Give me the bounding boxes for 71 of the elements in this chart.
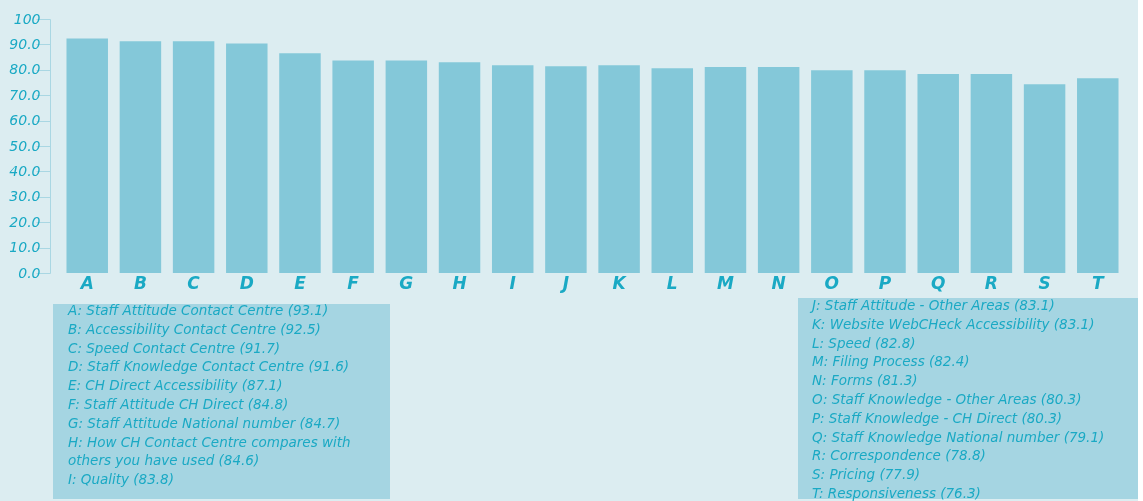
x-tick-label: D xyxy=(239,272,254,293)
x-tick-label: L xyxy=(666,272,678,293)
bar xyxy=(332,60,374,273)
text: Q: Staff Knowledge National number (79.1) xyxy=(812,428,1105,445)
text: P: Staff Knowledge - CH Direct (80.3) xyxy=(812,409,1063,426)
bar xyxy=(598,65,640,273)
x-tick-label: Q xyxy=(930,272,946,293)
x-tick-label: A xyxy=(78,272,94,293)
x-tick-label: K xyxy=(612,272,628,293)
text: F: Staff Attitude CH Direct (84.8) xyxy=(68,396,289,412)
x-tick-label: R xyxy=(984,272,998,293)
text: K: Website WebCHeck Accessibility (83.1) xyxy=(812,315,1095,332)
text: N: Forms (81.3) xyxy=(812,372,918,389)
bar xyxy=(491,65,534,273)
x-tick-label: H xyxy=(452,272,467,293)
bar xyxy=(704,67,747,273)
y-tick-label: 50.0 xyxy=(9,137,41,154)
text: S: Pricing (77.9) xyxy=(812,466,921,483)
x-tick-label: S xyxy=(1038,272,1051,293)
x-tick-label: O xyxy=(824,272,840,293)
bar xyxy=(970,74,1013,273)
y-tick-label: 30.0 xyxy=(9,188,41,205)
y-tick-label: 40.0 xyxy=(9,162,41,179)
y-tick-label: 20.0 xyxy=(9,213,41,230)
bar xyxy=(385,60,428,273)
x-tick-label: T xyxy=(1091,272,1105,293)
text: J: Staff Attitude - Other Areas (83.1) xyxy=(809,297,1055,313)
bar xyxy=(864,70,906,273)
text: O: Staff Knowledge - Other Areas (80.3) xyxy=(812,391,1082,407)
text: B: Accessibility Contact Centre (92.5) xyxy=(68,320,321,337)
x-tick-label: E xyxy=(294,272,307,293)
bar xyxy=(172,41,215,273)
x-tick-label: P xyxy=(878,272,892,293)
text: H: How CH Contact Centre compares with others you have used (84.6) xyxy=(68,433,351,469)
text: E: CH Direct Accessibility (87.1) xyxy=(68,377,283,394)
bar xyxy=(279,53,321,273)
text: R: Correspondence (78.8) xyxy=(812,447,986,464)
y-tick-label: 60.0 xyxy=(9,112,41,129)
x-tick-label: G xyxy=(399,272,414,293)
y-tick-label: 90.0 xyxy=(9,35,41,52)
text: T: Responsiveness (76.3) xyxy=(812,485,981,501)
bar xyxy=(1077,78,1119,273)
y-tick-label: 10.0 xyxy=(9,239,41,256)
x-tick-label: M xyxy=(717,272,734,293)
text: L: Speed (82.8) xyxy=(812,334,916,351)
bar xyxy=(438,62,481,273)
bar xyxy=(917,74,959,273)
text: I: Quality (83.8) xyxy=(68,471,174,488)
x-tick-label: I xyxy=(509,272,516,293)
y-tick-label: 80.0 xyxy=(9,61,41,78)
y-tick-label: 70.0 xyxy=(9,86,41,103)
x-tick-label: N xyxy=(771,272,786,293)
y-tick-label: 0.0 xyxy=(18,264,41,281)
text: C: Speed Contact Centre (91.7) xyxy=(68,339,281,356)
y-tick-label: 100 xyxy=(13,10,41,27)
text: D: Staff Knowledge Contact Centre (91.6) xyxy=(68,358,350,375)
bar xyxy=(66,38,108,273)
bar xyxy=(545,66,587,273)
x-tick-label: C xyxy=(187,272,201,293)
x-tick-label: B xyxy=(133,272,147,293)
text: G: Staff Attitude National number (84.7) xyxy=(68,414,341,431)
bar xyxy=(226,43,268,273)
bar xyxy=(1023,84,1066,273)
bar xyxy=(757,67,800,273)
text: A: Staff Attitude Contact Centre (93.1) xyxy=(67,302,329,318)
x-tick-label: F xyxy=(347,272,360,293)
bar xyxy=(811,70,853,273)
bar xyxy=(651,68,694,273)
x-tick-label: J xyxy=(559,272,570,293)
bar xyxy=(119,41,162,273)
text: M: Filing Process (82.4) xyxy=(812,353,970,370)
